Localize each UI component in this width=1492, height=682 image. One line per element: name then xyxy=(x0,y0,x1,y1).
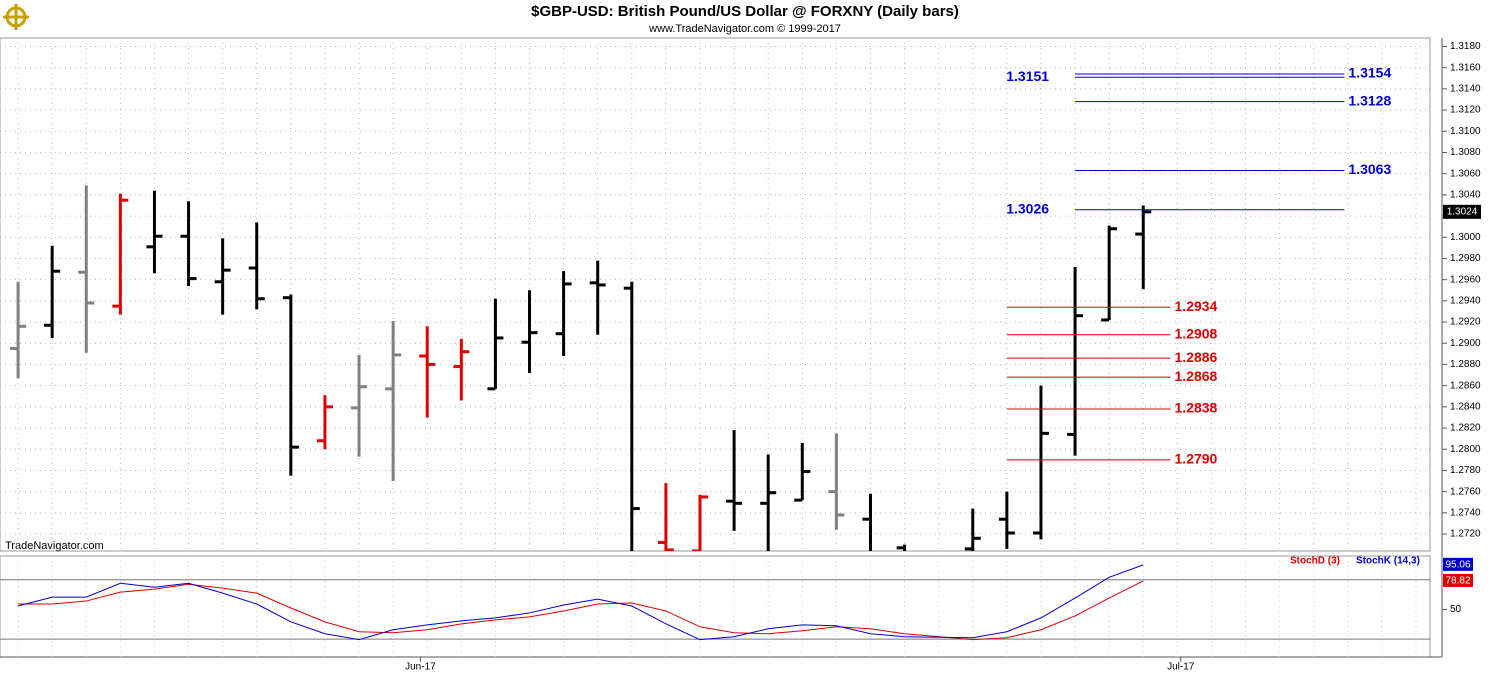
y-tick-label: 1.2720 xyxy=(1450,529,1481,540)
y-tick-label: 1.2840 xyxy=(1450,401,1481,412)
last-value-label: 95.06 xyxy=(1445,559,1470,570)
level-label: 1.3026 xyxy=(1006,200,1049,216)
chart-title: $GBP-USD: British Pound/US Dollar @ FORX… xyxy=(531,3,959,20)
y-tick-label: 1.3160 xyxy=(1450,62,1481,73)
y-tick-label: 1.3040 xyxy=(1450,190,1481,201)
y-tick-label: 1.2820 xyxy=(1450,423,1481,434)
y-tick-label: 1.2760 xyxy=(1450,486,1481,497)
watermark: TradeNavigator.com xyxy=(5,540,104,552)
y-tick-label: 1.3140 xyxy=(1450,84,1481,95)
x-tick-label: Jul-17 xyxy=(1167,662,1195,673)
level-label: 1.2886 xyxy=(1175,349,1218,365)
level-label: 1.2908 xyxy=(1175,325,1218,341)
y-tick-label: 1.2860 xyxy=(1450,380,1481,391)
level-label: 1.2838 xyxy=(1175,400,1218,416)
y-tick-label: 1.2800 xyxy=(1450,444,1481,455)
y-tick-label: 1.2980 xyxy=(1450,253,1481,264)
y-tick-label: 1.3100 xyxy=(1450,126,1481,137)
level-label: 1.3151 xyxy=(1006,68,1049,84)
y-tick-label: 1.3120 xyxy=(1450,105,1481,116)
chart-subtitle: www.TradeNavigator.com © 1999-2017 xyxy=(648,23,841,35)
level-label: 1.3063 xyxy=(1348,161,1391,177)
last-value-label: 78.82 xyxy=(1445,576,1470,587)
stoch-plot xyxy=(0,556,1430,657)
logo xyxy=(3,4,29,30)
y-tick-label: 1.3060 xyxy=(1450,168,1481,179)
y-tick-label: 1.2900 xyxy=(1450,338,1481,349)
x-tick-label: Jun-17 xyxy=(405,662,436,673)
last-value-box xyxy=(1443,557,1473,571)
price-plot xyxy=(0,38,1430,551)
y-tick-label: 1.3000 xyxy=(1450,232,1481,243)
legend-entry: StochK (14,3) xyxy=(1356,556,1420,567)
last-price-label: 1.3024 xyxy=(1447,206,1478,217)
y-tick-label: 50 xyxy=(1450,604,1462,615)
level-label: 1.2934 xyxy=(1175,298,1218,314)
y-tick-label: 1.3080 xyxy=(1450,147,1481,158)
y-tick-label: 1.2940 xyxy=(1450,296,1481,307)
y-tick-label: 1.2920 xyxy=(1450,317,1481,328)
price-panel xyxy=(0,37,1431,552)
level-label: 1.3154 xyxy=(1348,65,1391,81)
y-tick-label: 1.2780 xyxy=(1450,465,1481,476)
legend-entry: StochD (3) xyxy=(1290,556,1340,567)
y-tick-label: 1.2740 xyxy=(1450,507,1481,518)
last-value-box xyxy=(1443,573,1473,587)
level-label: 1.2868 xyxy=(1175,368,1218,384)
stoch-line xyxy=(17,564,1144,641)
last-price-box xyxy=(1443,204,1481,219)
y-tick-label: 1.3180 xyxy=(1450,41,1481,52)
level-label: 1.2790 xyxy=(1175,451,1218,467)
y-tick-label: 1.2880 xyxy=(1450,359,1481,370)
axes: 1.2720 1.2740 1.2760 1.2780 1.2800 1.2820 1.28… xyxy=(405,41,1481,673)
level-label: 1.3128 xyxy=(1348,92,1391,108)
y-tick-label: 1.2960 xyxy=(1450,274,1481,285)
